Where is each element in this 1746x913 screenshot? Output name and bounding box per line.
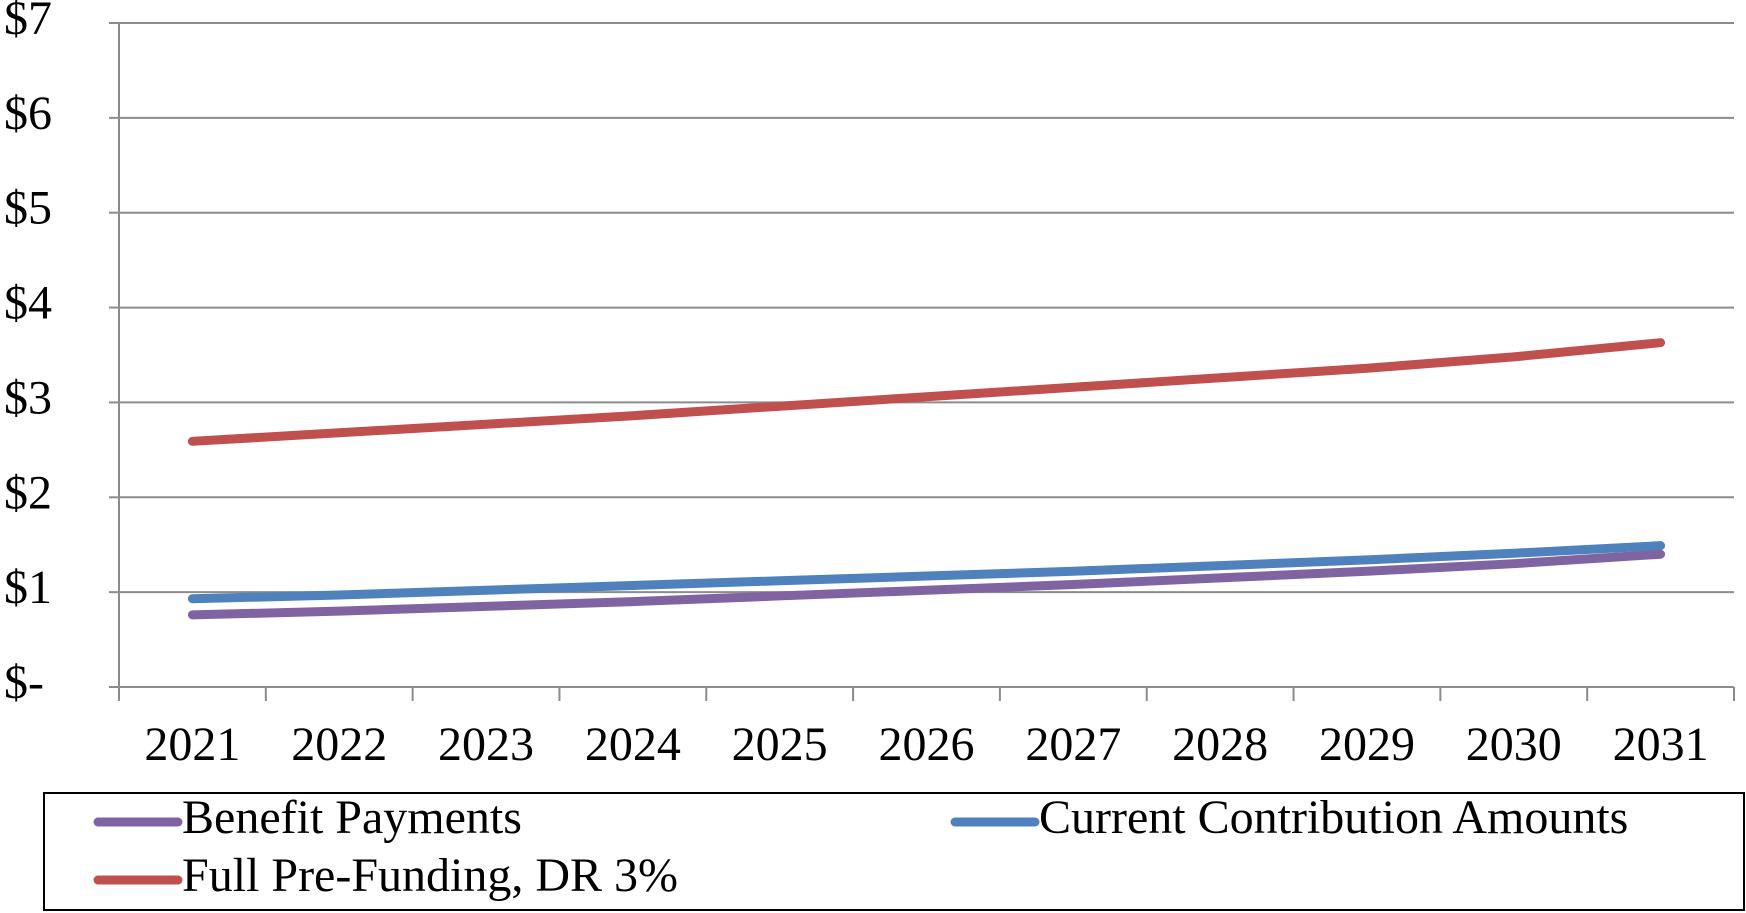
x-tick-label: 2023 bbox=[438, 718, 534, 771]
x-tick-label: 2024 bbox=[585, 718, 681, 771]
legend-label: Current Contribution Amounts bbox=[1039, 791, 1628, 844]
y-tick-label: $1 bbox=[4, 561, 52, 614]
x-tick-label: 2021 bbox=[144, 718, 240, 771]
legend-label: Full Pre-Funding, DR 3% bbox=[182, 849, 678, 902]
x-tick-label: 2026 bbox=[879, 718, 975, 771]
y-tick-label: $2 bbox=[4, 466, 52, 519]
y-tick-label: $4 bbox=[4, 277, 52, 330]
y-tick-label: $3 bbox=[4, 371, 52, 424]
x-tick-label: 2025 bbox=[732, 718, 828, 771]
legend-box bbox=[43, 792, 1745, 911]
y-tick-label: $7 bbox=[4, 0, 52, 45]
x-tick-label: 2030 bbox=[1466, 718, 1562, 771]
series-line bbox=[187, 549, 1666, 620]
x-tick-label: 2022 bbox=[291, 718, 387, 771]
y-tick-label: $6 bbox=[4, 87, 52, 140]
series-line bbox=[187, 338, 1666, 446]
x-tick-label: 2028 bbox=[1172, 718, 1268, 771]
y-tick-label: $- bbox=[4, 656, 44, 709]
series-line bbox=[187, 541, 1666, 604]
x-tick-label: 2031 bbox=[1613, 718, 1709, 771]
y-tick-label: $5 bbox=[4, 182, 52, 235]
legend-label: Benefit Payments bbox=[182, 791, 522, 844]
x-tick-label: 2029 bbox=[1319, 718, 1415, 771]
x-tick-label: 2027 bbox=[1025, 718, 1121, 771]
